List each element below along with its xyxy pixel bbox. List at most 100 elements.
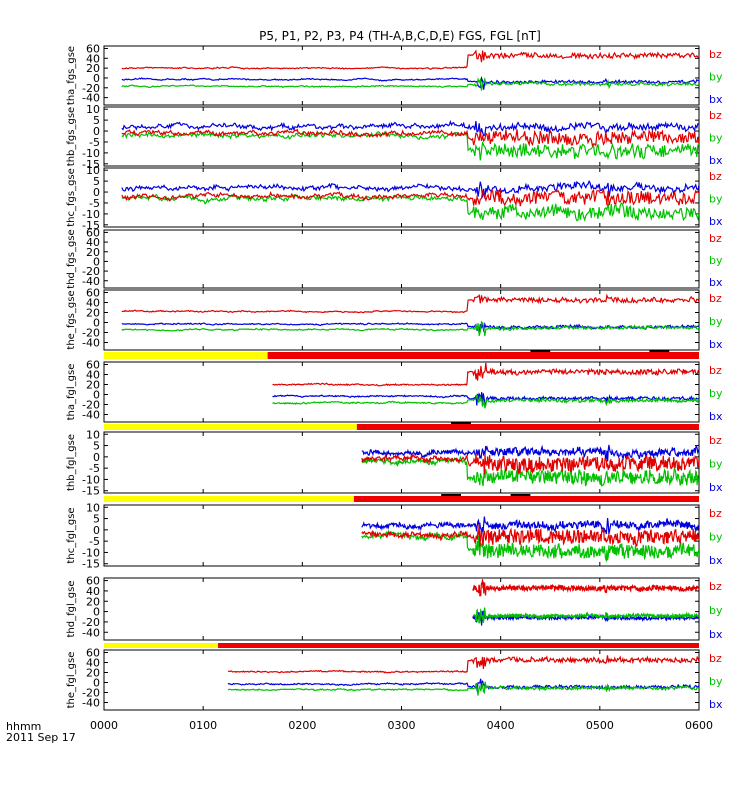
y-tick-label: 10 xyxy=(86,501,100,514)
legend-by: by xyxy=(709,458,723,471)
status-segment-red xyxy=(356,424,699,430)
legend-by: by xyxy=(709,132,723,145)
y-tick-label: 0 xyxy=(93,72,100,85)
y-tick-label: 0 xyxy=(93,451,100,464)
y-tick-label: -5 xyxy=(89,462,100,475)
legend-bx: bx xyxy=(709,338,723,351)
legend-by: by xyxy=(709,531,723,544)
y-tick-label: 60 xyxy=(86,226,100,239)
legend-by: by xyxy=(709,387,723,400)
y-tick-label: 40 xyxy=(86,52,100,65)
series-bx xyxy=(121,179,699,199)
y-axis-label: thd_fgl_gse xyxy=(66,581,77,638)
y-tick-label: 5 xyxy=(93,175,100,188)
y-tick-label: -10 xyxy=(82,147,100,160)
series-bx xyxy=(361,516,699,537)
y-tick-label: 20 xyxy=(86,62,100,75)
series-bz xyxy=(121,128,699,147)
y-tick-label: 60 xyxy=(86,575,100,588)
y-tick-label: 20 xyxy=(86,246,100,259)
y-tick-label: 40 xyxy=(86,369,100,382)
y-axis-label: the_fgl_gse xyxy=(66,652,77,709)
legend-by: by xyxy=(709,193,723,206)
y-tick-label: 60 xyxy=(86,42,100,55)
legend-bz: bz xyxy=(709,170,722,183)
y-tick-label: -40 xyxy=(82,626,100,639)
x-tick-label: 0400 xyxy=(487,719,515,732)
status-segment-yellow xyxy=(104,643,219,648)
y-tick-label: 5 xyxy=(93,513,100,526)
y-tick-label: -10 xyxy=(82,473,100,486)
y-tick-label: 0 xyxy=(93,389,100,402)
y-tick-label: -40 xyxy=(82,92,100,105)
y-axis-label: the_fgs_gse xyxy=(66,290,77,349)
x-tick-label: 0000 xyxy=(90,719,118,732)
legend-bz: bz xyxy=(709,580,722,593)
y-tick-label: 60 xyxy=(86,287,100,300)
series-bz xyxy=(472,579,699,597)
y-tick-label: 0 xyxy=(93,186,100,199)
legend-by: by xyxy=(709,604,723,617)
y-tick-label: 20 xyxy=(86,307,100,320)
legend-bz: bz xyxy=(709,109,722,122)
legend-bz: bz xyxy=(709,652,722,665)
legend-bz: bz xyxy=(709,434,722,447)
y-tick-label: 10 xyxy=(86,103,100,116)
y-tick-label: -40 xyxy=(82,337,100,350)
series-bx xyxy=(121,75,699,90)
y-tick-label: 5 xyxy=(93,440,100,453)
series-by xyxy=(121,76,699,91)
y-tick-label: -10 xyxy=(82,546,100,559)
y-axis-label: thb_fgs_gse xyxy=(66,107,77,166)
y-tick-label: -40 xyxy=(82,697,100,710)
status-mark xyxy=(649,350,670,352)
legend-bz: bz xyxy=(709,292,722,305)
series-bz xyxy=(121,49,699,70)
series-by xyxy=(272,394,699,409)
status-segment-yellow xyxy=(104,496,354,502)
y-tick-label: -15 xyxy=(82,558,100,571)
legend-bz: bz xyxy=(709,507,722,520)
legend-by: by xyxy=(709,71,723,84)
y-tick-label: 10 xyxy=(86,428,100,441)
panel-frame xyxy=(103,229,700,289)
x-tick-label: 0100 xyxy=(189,719,217,732)
series-by xyxy=(227,681,699,696)
status-segment-yellow xyxy=(104,424,357,430)
y-tick-label: 0 xyxy=(93,677,100,690)
y-tick-label: -40 xyxy=(82,275,100,288)
series-bx xyxy=(121,119,699,137)
status-mark xyxy=(451,422,471,424)
status-segment-red xyxy=(353,496,699,502)
y-axis-label: thc_fgs_gse xyxy=(66,168,77,227)
series-bx xyxy=(227,678,699,692)
status-bar xyxy=(104,422,699,430)
y-tick-label: 20 xyxy=(86,379,100,392)
legend-bx: bx xyxy=(709,154,723,167)
series-bz xyxy=(361,523,699,547)
series-bz xyxy=(272,362,699,387)
y-tick-label: -20 xyxy=(82,265,100,278)
legend-bx: bx xyxy=(709,698,723,711)
status-mark xyxy=(530,350,551,352)
status-mark xyxy=(441,494,461,496)
legend-bx: bx xyxy=(709,215,723,228)
y-tick-label: -10 xyxy=(82,208,100,221)
status-bar xyxy=(104,350,699,359)
series-bx xyxy=(361,444,699,462)
y-tick-label: -15 xyxy=(82,485,100,498)
legend-by: by xyxy=(709,675,723,688)
y-tick-label: 40 xyxy=(86,657,100,670)
status-segment-red xyxy=(218,643,699,648)
legend-bx: bx xyxy=(709,276,723,289)
status-bars xyxy=(104,350,699,648)
legend-bz: bz xyxy=(709,232,722,245)
x-tick-label: 0300 xyxy=(388,719,416,732)
series-bz xyxy=(227,655,699,674)
